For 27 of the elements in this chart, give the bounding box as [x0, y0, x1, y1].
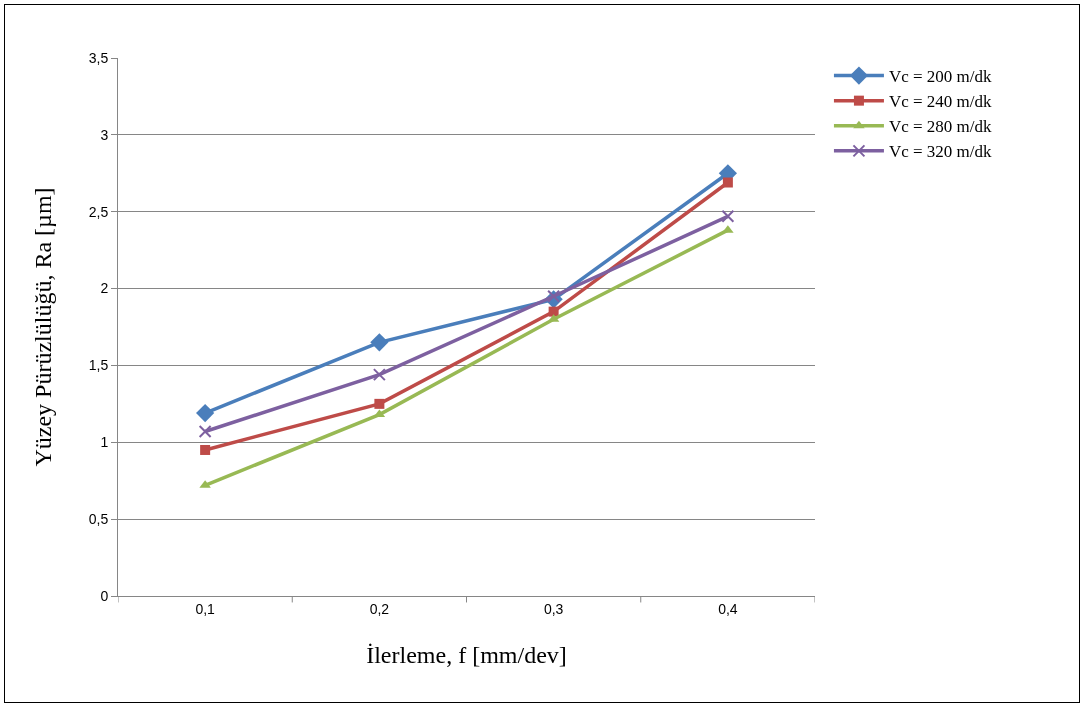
point [547, 289, 561, 303]
y-tick-label: 2 [100, 280, 109, 297]
legend-label: Vc = 320 m/dk [888, 142, 993, 162]
point [370, 333, 389, 352]
x-tick-label: 0,2 [369, 600, 390, 617]
x-tick-label: 0,3 [543, 600, 564, 617]
x-tick-label: 0,4 [718, 600, 738, 617]
x-tick-label: 0,1 [195, 600, 216, 617]
point [722, 177, 733, 188]
legend-label: Vc = 200 m/dk [888, 67, 993, 87]
point [200, 444, 211, 455]
point [198, 425, 212, 439]
y-tick-label: 3 [100, 126, 109, 143]
x-axis-title: İlerleme, f [mm/dev] [366, 642, 567, 669]
legend-label: Vc = 240 m/dk [888, 92, 993, 112]
y-tick-label: 0 [100, 587, 109, 604]
y-tick-label: 2,5 [88, 203, 109, 220]
point [374, 398, 385, 409]
y-tick-label: 3,5 [88, 49, 109, 66]
y-axis-title: Yüzey Pürüzlülüğü, Ra [µm] [29, 187, 56, 467]
point [196, 403, 215, 423]
y-tick-label: 0,5 [88, 511, 109, 528]
legend-label: Vc = 280 m/dk [888, 117, 993, 137]
y-tick-label: 1 [100, 434, 109, 451]
point [372, 368, 386, 382]
y-tick-label: 1,5 [88, 357, 109, 374]
point [721, 209, 735, 223]
